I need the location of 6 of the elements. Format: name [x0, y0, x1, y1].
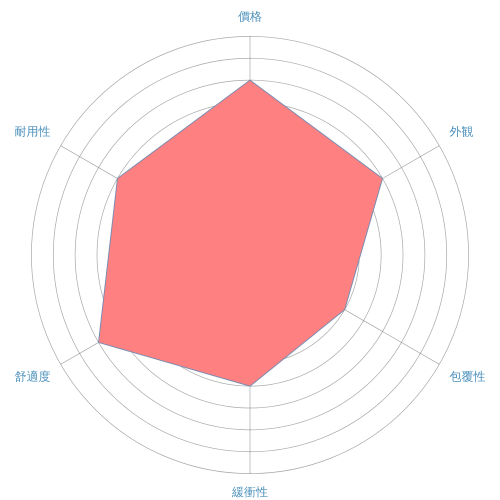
spoke-label: 緩衝性 [231, 484, 268, 499]
spoke-label: 外観 [450, 124, 474, 139]
spoke-label: 包覆性 [450, 370, 486, 384]
spoke-label: 價格 [238, 9, 262, 24]
spoke-label: 耐用性 [14, 124, 50, 139]
spoke-label: 舒適度 [14, 370, 50, 384]
